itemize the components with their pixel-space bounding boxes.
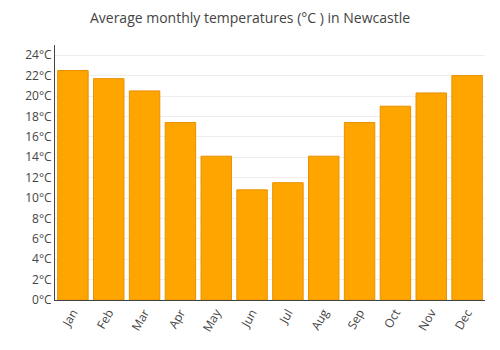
svg-text:Jan: Jan: [58, 306, 82, 330]
svg-text:May: May: [198, 305, 225, 335]
svg-text:Oct: Oct: [380, 306, 404, 331]
svg-text:16°C: 16°C: [25, 128, 52, 145]
svg-text:10°C: 10°C: [25, 189, 52, 206]
svg-text:Feb: Feb: [93, 306, 118, 332]
svg-text:2°C: 2°C: [32, 271, 52, 288]
svg-text:Sep: Sep: [343, 306, 368, 332]
svg-text:18°C: 18°C: [25, 108, 52, 125]
svg-text:4°C: 4°C: [32, 250, 52, 267]
svg-text:Jul: Jul: [275, 306, 297, 327]
svg-text:Jun: Jun: [237, 306, 261, 331]
svg-text:Dec: Dec: [450, 306, 475, 333]
svg-text:Mar: Mar: [127, 306, 153, 334]
svg-text:0°C: 0°C: [32, 291, 52, 308]
svg-text:22°C: 22°C: [25, 67, 52, 84]
svg-text:Aug: Aug: [307, 305, 333, 333]
svg-text:6°C: 6°C: [32, 230, 52, 247]
svg-text:Average monthly temperatures (: Average monthly temperatures (°C ) in Ne…: [90, 8, 410, 27]
svg-text:Apr: Apr: [164, 306, 189, 332]
svg-text:24°C: 24°C: [25, 46, 52, 63]
svg-text:8°C: 8°C: [32, 210, 52, 227]
svg-text:12°C: 12°C: [25, 169, 52, 186]
svg-text:14°C: 14°C: [25, 148, 52, 165]
svg-text:20°C: 20°C: [25, 87, 52, 104]
svg-text:Nov: Nov: [414, 306, 440, 334]
